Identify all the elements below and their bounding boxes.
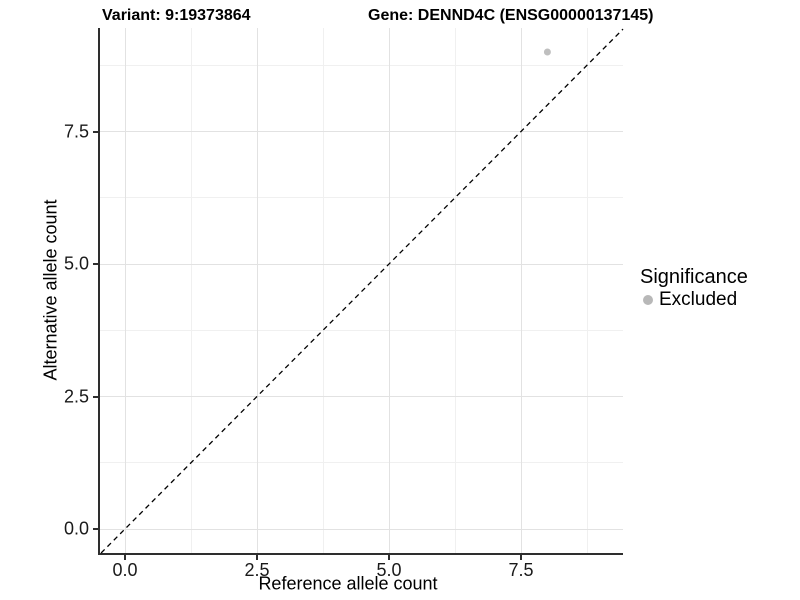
x-tick-label: 7.5 — [508, 560, 534, 580]
x-tick-label: 2.5 — [244, 560, 270, 580]
x-tick-label: 5.0 — [376, 560, 402, 580]
y-tick-label: 5.0 — [63, 253, 89, 274]
plot-panel-axes — [98, 28, 623, 555]
y-axis-title: Alternative allele count — [40, 199, 61, 381]
y-axis-tick — [93, 263, 98, 265]
plot-title-gene: Gene: DENND4C (ENSG00000137145) — [368, 7, 654, 24]
y-tick-label: 2.5 — [63, 386, 89, 406]
y-tick-label: 0.0 — [63, 518, 89, 539]
y-axis-tick — [93, 395, 98, 398]
y-axis-tick — [93, 528, 98, 530]
y-tick-label: 7.5 — [63, 121, 89, 141]
legend-title: Significance — [640, 266, 748, 288]
legend-item-label: Excluded — [659, 289, 738, 310]
x-axis-tick — [124, 555, 126, 560]
x-axis-tick — [256, 555, 258, 560]
legend-circle-marker-icon — [643, 295, 653, 305]
x-axis-tick — [520, 555, 522, 560]
legend-item-excluded: Excluded — [640, 289, 737, 311]
x-axis-tick — [388, 555, 390, 560]
x-axis-title: Reference allele count — [258, 573, 438, 594]
y-axis-tick — [93, 130, 98, 133]
x-tick-label: 0.0 — [112, 560, 138, 580]
plot-title-variant: Variant: 9:19373864 — [102, 7, 251, 24]
